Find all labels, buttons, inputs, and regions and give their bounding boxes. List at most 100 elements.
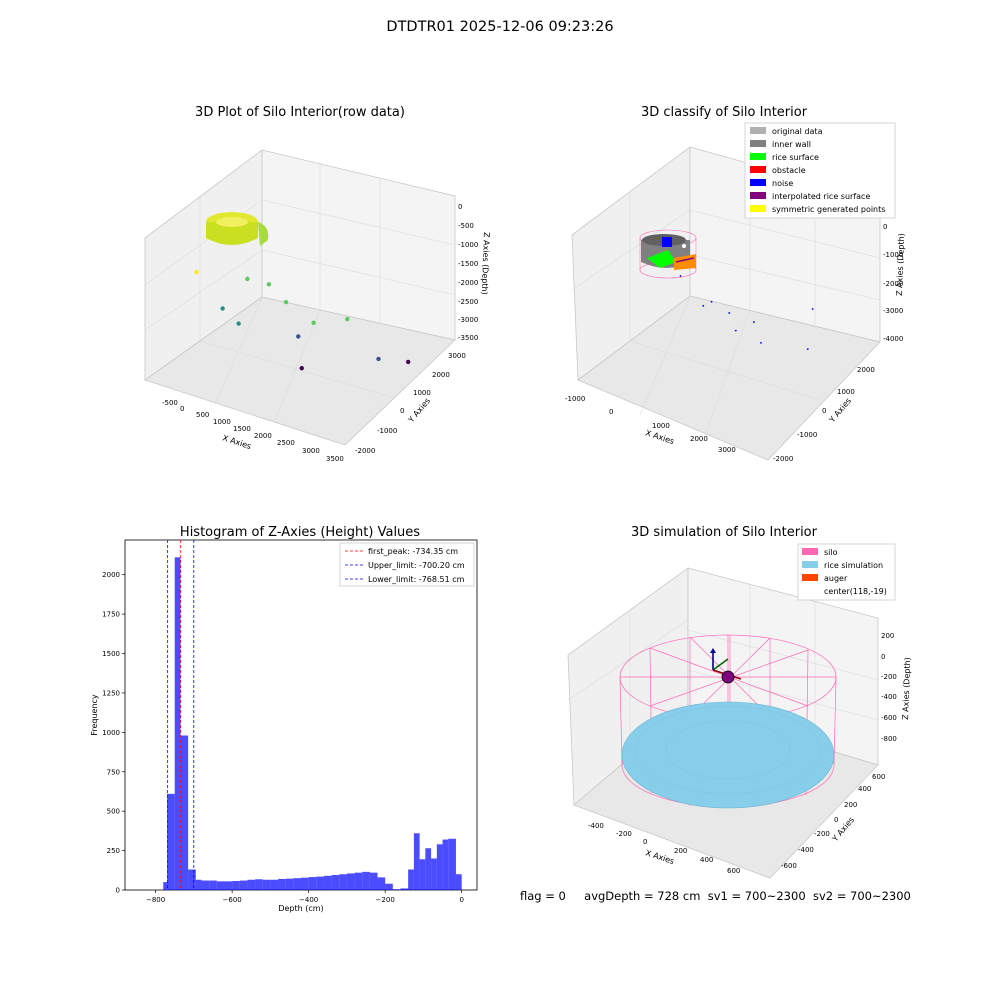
status-sv1: sv1 = 700~2300 [707, 889, 806, 903]
classify-x-tick: 1000 [652, 422, 670, 430]
raw-y-tick: 3000 [448, 352, 466, 360]
simulation-legend-label: auger [824, 574, 848, 583]
classify-noise-point [760, 342, 762, 344]
raw-dense-cluster [206, 212, 269, 246]
classify-legend-label: rice surface [772, 153, 819, 162]
raw-data-point [345, 316, 350, 322]
histogram-bar [216, 881, 225, 890]
histogram-y-tick: 0 [116, 887, 120, 895]
histogram-bar [167, 793, 175, 890]
histogram-bar [180, 735, 189, 890]
histogram-x-tick: −800 [146, 896, 165, 904]
raw-x-tick: -500 [162, 399, 178, 407]
status-sv2: sv2 = 700~2300 [812, 889, 911, 903]
histogram-y-tick: 2000 [102, 571, 120, 579]
simulation-x-tick: -200 [616, 830, 632, 838]
histogram-legend-entry: first_peak: -734.35 cm [345, 547, 458, 556]
histogram-x-tick: −400 [299, 896, 318, 904]
simulation-legend-label: center(118,-19) [824, 587, 887, 596]
histogram-bar [308, 877, 317, 890]
raw-x-tick: 2000 [254, 432, 272, 440]
histogram-x-ticks: −800 −600 −400 −200 0 [146, 890, 464, 904]
simulation-y-tick: -200 [814, 830, 830, 838]
simulation-legend-entry: silo [802, 548, 838, 557]
simulation-z-label: Z Axies (Depth) [901, 657, 912, 720]
raw-x-tick: 3500 [326, 455, 344, 463]
histogram-bar [442, 839, 449, 890]
raw-z-tick: -3500 [458, 334, 478, 342]
classify-legend-label: inner wall [772, 140, 811, 149]
classify-noise-point [734, 329, 737, 332]
histogram-bar [201, 880, 210, 890]
classify-z-tick: 0 [883, 223, 887, 231]
histogram-y-tick: 1750 [102, 611, 120, 619]
raw-x-tick: 3000 [302, 447, 320, 455]
classify-y-tick: 0 [822, 407, 826, 415]
classify-y-tick: -2000 [773, 455, 793, 463]
classify-z-tick: -1000 [883, 251, 903, 259]
histogram-bar [278, 878, 286, 890]
raw-data-point [236, 321, 241, 326]
histogram-bar [419, 859, 426, 890]
raw-z-tick: -1000 [458, 241, 478, 249]
panel-simulation: 3D simulation of Silo Interior [567, 525, 912, 879]
histogram-x-label: Depth (cm) [278, 904, 323, 913]
simulation-x-ticks: -400 -200 0 200 400 600 [588, 822, 740, 875]
histogram-bar [323, 875, 332, 890]
classify-noise-point [752, 321, 755, 323]
classify-noise-points [679, 275, 814, 351]
simulation-z-tick: 0 [881, 653, 885, 661]
histogram-legend-label: first_peak: -734.35 cm [368, 547, 458, 556]
histogram-reference-lines [167, 540, 195, 890]
panel-raw-title: 3D Plot of Silo Interior(row data) [195, 105, 405, 120]
classify-y-tick: 2000 [857, 366, 875, 374]
status-avg-depth: avgDepth = 728 cm [584, 889, 701, 903]
histogram-bar [301, 877, 309, 890]
histogram-legend-entry: Lower_limit: -768.51 cm [345, 575, 465, 584]
raw-z-label: Z Axies (Depth) [480, 232, 491, 295]
simulation-y-tick: 600 [872, 773, 885, 781]
status-flag: flag = 0 [520, 889, 566, 903]
histogram-title: Histogram of Z-Axies (Height) Values [180, 525, 420, 540]
simulation-x-tick: -400 [588, 822, 604, 830]
classify-legend-label: interpolated rice surface [772, 192, 870, 201]
histogram-y-tick: 1500 [102, 650, 120, 658]
histogram-legend-label: Lower_limit: -768.51 cm [368, 575, 465, 584]
classify-z-ticks: 0 -1000 -2000 -3000 -4000 [883, 223, 903, 343]
classify-legend-entry: original data [750, 127, 823, 136]
histogram-bar [316, 876, 324, 890]
histogram-bar [392, 889, 401, 890]
classify-axes-box [571, 146, 881, 461]
histogram-bar [270, 879, 279, 890]
histogram-legend: first_peak: -734.35 cm Upper_limit: -700… [339, 542, 475, 587]
raw-z-tick: -2000 [458, 279, 478, 287]
simulation-legend-label: silo [824, 548, 838, 557]
raw-data-point [405, 359, 411, 365]
raw-y-ticks: -2000 -1000 0 1000 2000 3000 [355, 352, 466, 455]
simulation-x-tick: 600 [727, 867, 740, 875]
histogram-legend-label: Upper_limit: -700.20 cm [368, 561, 465, 570]
classify-y-tick: 1000 [837, 388, 855, 396]
classify-noise-point [710, 300, 713, 303]
classify-x-label: X Axies [644, 428, 675, 446]
classify-z-tick: -4000 [883, 335, 903, 343]
histogram-bar [354, 872, 363, 890]
simulation-y-tick: 400 [858, 785, 871, 793]
classify-x-tick: -1000 [565, 395, 585, 403]
classify-x-ticks: -1000 0 1000 2000 3000 [565, 395, 736, 454]
histogram-legend-entry: Upper_limit: -700.20 cm [345, 561, 465, 570]
classify-legend-entry: obstacle [750, 166, 806, 175]
histogram-bar [285, 878, 294, 890]
histogram-y-ticks: 0 250 500 750 1000 1250 1500 1750 2000 [102, 571, 125, 895]
raw-z-ticks: 0 -500 -1000 -1500 -2000 -2500 -3000 -35… [458, 203, 478, 342]
histogram-bar [436, 844, 443, 890]
classify-noise-point [702, 304, 705, 307]
histogram-bar [339, 874, 347, 890]
classify-noise-point [811, 308, 814, 310]
histogram-y-tick: 500 [107, 808, 120, 816]
simulation-x-tick: 400 [700, 856, 713, 864]
panel-classify-title: 3D classify of Silo Interior [641, 105, 808, 120]
raw-x-tick: 1000 [213, 418, 231, 426]
classify-legend-entry: rice surface [750, 153, 819, 162]
